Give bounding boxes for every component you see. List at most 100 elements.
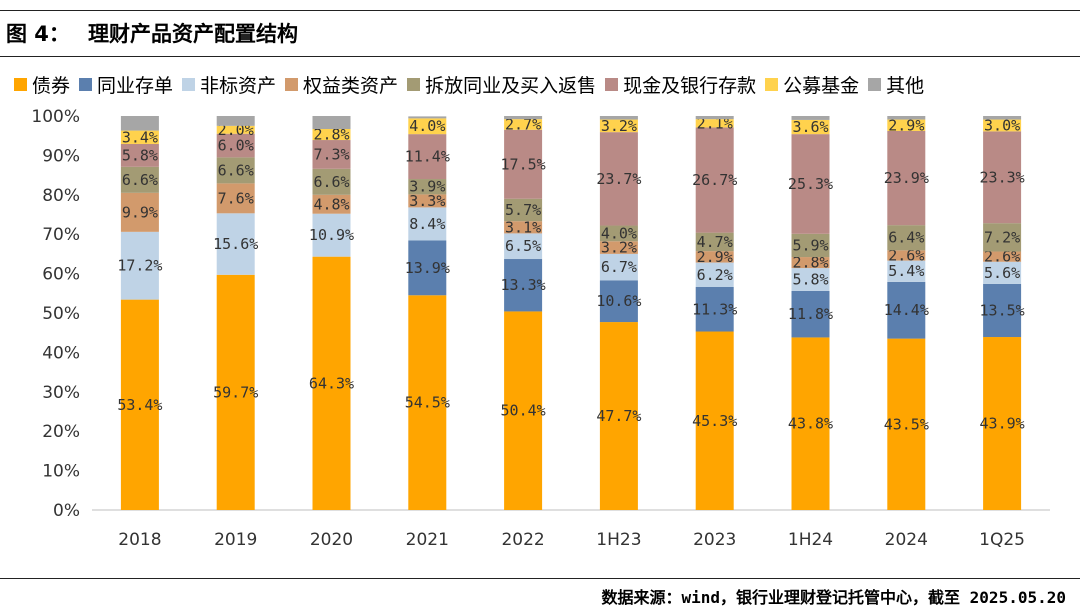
bar-segment [695,331,734,510]
bar-segment [312,129,351,141]
data-label: 15.6% [213,235,258,253]
y-tick-label: 40% [42,343,80,363]
bar-segment [408,207,447,241]
title-divider-top [0,10,1080,11]
data-label: 11.3% [692,300,737,318]
bar-segment [887,116,926,120]
chart-legend: 债券 同业存单 非标资产 权益类资产 拆放同业及买入返售 现金及银行存款 公募基金 其他 [14,70,933,98]
bar-segment [120,130,159,144]
data-label: 43.8% [788,415,833,433]
bar-segment [408,295,447,510]
x-tick-label: 1H24 [788,530,833,550]
data-label: 6.6% [313,173,349,191]
data-label: 45.3% [692,412,737,430]
legend-swatch [868,77,882,91]
bar-segment [791,337,830,510]
bar-segment [408,194,447,208]
stacked-bar-chart: 0% 10% 20% 30% 40% 50% 60% 70% 80% 90% 100% 53.4% 17… [31,107,1050,550]
data-label: 3.2% [601,239,637,257]
data-label: 23.3% [980,168,1025,186]
legend-swatch [285,77,299,91]
bar-segment [504,116,543,120]
bar-segment [791,257,830,269]
data-label: 3.6% [792,118,828,136]
data-label: 64.3% [309,374,354,392]
legend-item: 现金及银行存款 [605,71,756,98]
bar-segment [695,251,734,263]
data-label: 5.8% [792,271,828,289]
bar-segment [120,116,159,131]
bar-segment [504,233,543,260]
bar-segment [504,259,543,312]
data-label: 7.3% [313,145,349,163]
x-tick-label: 1H23 [596,530,641,550]
bar-segment [599,322,638,510]
data-label: 6.5% [505,237,541,255]
data-label: 7.2% [984,228,1020,246]
data-label: 8.4% [409,215,445,233]
bar-segment [695,286,734,332]
data-label: 5.4% [888,262,924,280]
data-label: 25.3% [788,175,833,193]
legend-label: 权益类资产 [303,74,399,97]
bar-segment [695,232,734,252]
bar-segment [887,250,926,261]
data-label: 43.9% [980,415,1025,433]
data-label: 6.7% [601,258,637,276]
data-label: 6.2% [697,266,733,284]
source-note: 数据来源：wind，银行业理财登记托管中心，截至 2025.05.20 [601,588,1067,607]
bar-segment [695,127,734,233]
data-label: 6.6% [218,161,254,179]
data-label: 43.5% [884,415,929,433]
y-tick-label: 30% [42,383,80,403]
data-label: 10.9% [309,226,354,244]
data-label: 10.6% [596,292,641,310]
bar-segment [599,253,638,281]
legend-swatch [182,77,196,91]
data-label: 11.4% [405,148,450,166]
bar-segment [408,118,447,135]
bar-segment [887,130,926,226]
legend-label: 现金及银行存款 [623,74,757,97]
data-label: 2.9% [888,116,924,134]
bar-segment [887,338,926,510]
bar-segment [312,256,351,510]
bar-segment [599,241,638,254]
bar-segment [983,116,1022,120]
legend-swatch [765,77,779,91]
bar-segment [120,231,159,300]
bar-segment [695,262,734,287]
bar-segment [791,116,830,120]
title-bar: 图 4： 理财产品资产配置结构 [0,0,1080,58]
data-label: 5.6% [984,264,1020,282]
bar-segment [791,290,830,338]
bar-segment [887,225,926,251]
data-label: 2.9% [697,248,733,266]
bar-segment [695,119,734,128]
bar-segment [599,280,638,323]
bar-segment [983,251,1022,262]
data-label: 3.3% [409,192,445,210]
data-label: 3.1% [505,218,541,236]
bar-segment [695,116,734,120]
data-label: 13.3% [501,276,546,294]
data-label: 2.6% [888,246,924,264]
y-tick-label: 70% [42,225,80,245]
x-tick-label: 2020 [310,530,353,550]
data-label: 3.4% [122,128,158,146]
bar-segment [504,129,543,199]
data-label: 59.7% [213,383,258,401]
y-tick-label: 10% [42,462,80,482]
data-label: 6.4% [888,229,924,247]
bar-segment [983,223,1022,252]
bar-segment [408,134,447,180]
data-label: 2.8% [313,126,349,144]
bar-segment [504,119,543,130]
figure-number: 图 4： [6,22,70,46]
bar-segment [120,192,159,232]
x-tick-label: 2024 [885,530,928,550]
data-label: 2.7% [505,115,541,133]
bar-segment [791,119,830,135]
data-label: 50.4% [501,402,546,420]
bar-segment [408,179,447,195]
